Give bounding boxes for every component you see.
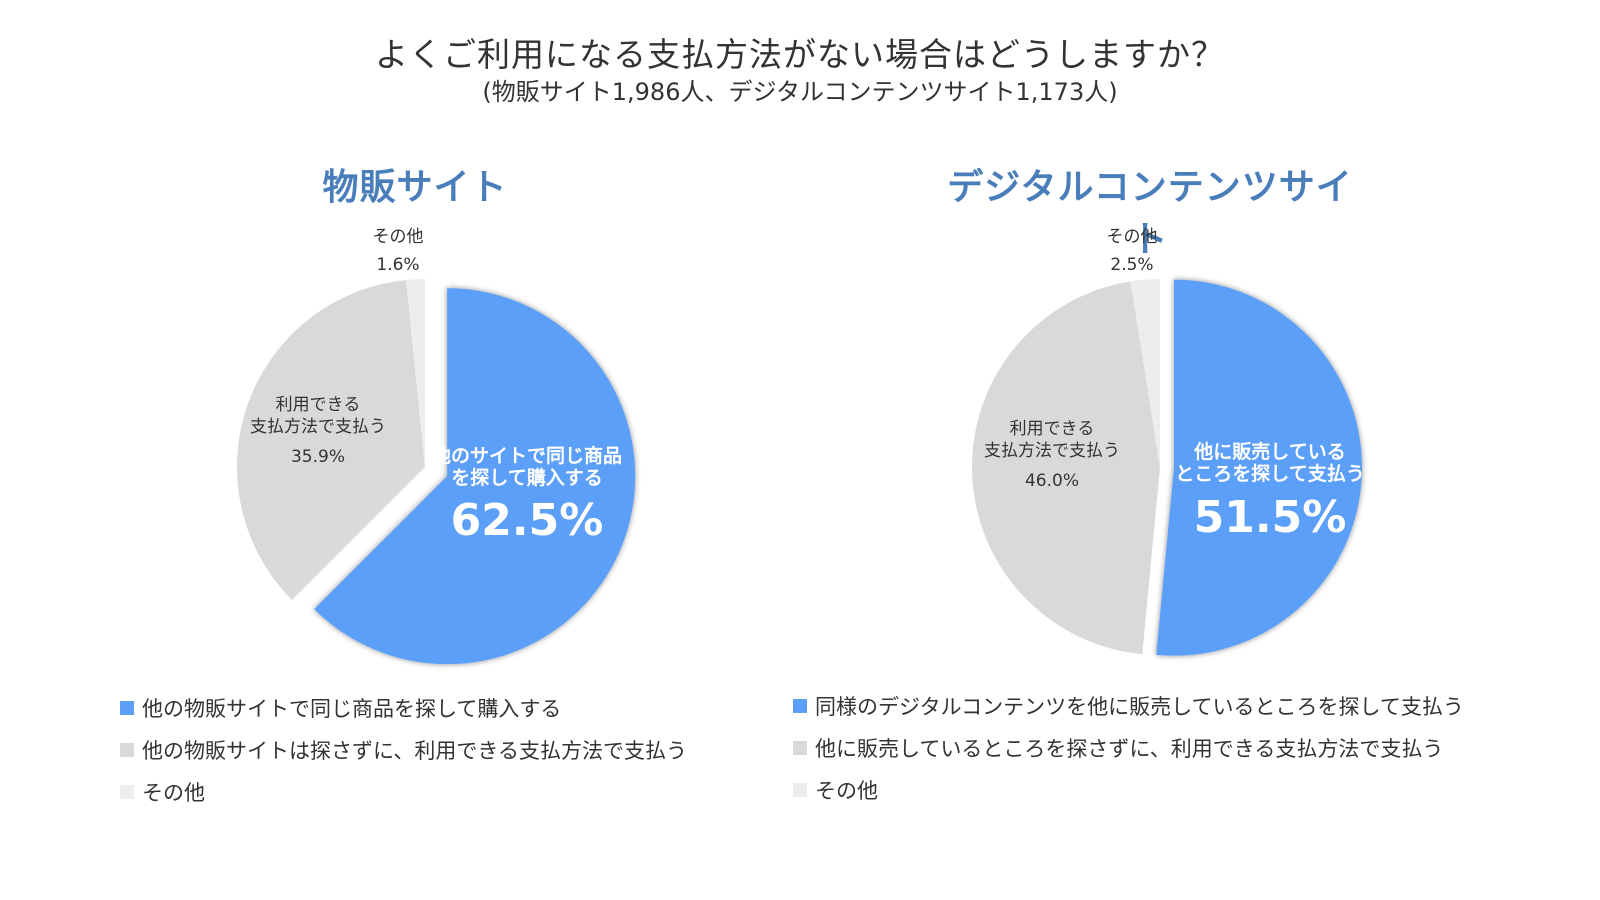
pie-label-text: その他 — [1107, 227, 1158, 247]
pie-label-1-2: その他 2.5% — [1107, 227, 1158, 275]
legend-item: 他の物販サイトで同じ商品を探して購入する — [120, 693, 561, 723]
pie-label-0-2: その他 1.6% — [373, 227, 424, 275]
pie-slice-0-2 — [406, 279, 425, 467]
legend-item: その他 — [120, 777, 205, 807]
pie-slice-1-2 — [1130, 279, 1160, 467]
pie-label-text: ところを探して支払う — [1175, 463, 1364, 485]
pie-label-text: 支払方法で支払う — [250, 417, 386, 437]
chart-subtitle: (物販サイト1,986人、デジタルコンテンツサイト1,173人) — [482, 78, 1118, 106]
pie-label-text: 利用できる — [1010, 419, 1095, 439]
pie-value-label: 46.0% — [1025, 471, 1079, 491]
pie-slice-0-1 — [237, 279, 425, 600]
legend-label: 他に販売しているところを探さずに、利用できる支払方法で支払う — [815, 737, 1444, 761]
legend-swatch — [793, 699, 807, 713]
legend-label: 他の物販サイトは探さずに、利用できる支払方法で支払う — [142, 739, 687, 763]
pie-chart-digital: 他に販売しているところを探して支払う 51.5% 利用できる支払方法で支払う 46.0… — [972, 227, 1365, 656]
pie-value-label: 2.5% — [1110, 255, 1153, 275]
pie-value-label: 62.5% — [451, 495, 604, 546]
chart-title: よくご利用になる支払方法がない場合はどうしますか？ — [375, 35, 1225, 74]
pie-value-label: 1.6% — [376, 255, 419, 275]
pie-label-text: 利用できる — [276, 395, 361, 415]
legend-swatch — [793, 783, 807, 797]
pie-slice-1-0 — [1156, 279, 1362, 656]
pie-title-retail: 物販サイト — [322, 167, 508, 208]
pie-label-text: その他 — [373, 227, 424, 247]
legend-swatch — [120, 743, 134, 757]
legend-item: 同様のデジタルコンテンツを他に販売しているところを探して支払う — [793, 691, 1464, 721]
legend-swatch — [120, 785, 134, 799]
pie-label-text: を探して購入する — [451, 466, 602, 489]
legend-item: 他の物販サイトは探さずに、利用できる支払方法で支払う — [120, 735, 687, 765]
legend-label: その他 — [142, 781, 205, 805]
pie-label-text: 支払方法で支払う — [984, 441, 1120, 461]
legend-item: その他 — [793, 775, 878, 805]
legend-item: 他に販売しているところを探さずに、利用できる支払方法で支払う — [793, 733, 1443, 763]
legend-label: 同様のデジタルコンテンツを他に販売しているところを探して支払う — [815, 695, 1464, 719]
pie-slice-1-1 — [972, 281, 1160, 655]
legend-swatch — [120, 701, 134, 715]
pie-value-label: 35.9% — [291, 447, 345, 467]
pie-label-1-0: 他に販売しているところを探して支払う 51.5% — [1175, 440, 1364, 543]
legend-label: その他 — [815, 779, 878, 803]
pie-label-text: 他のサイトで同じ商品 — [431, 444, 622, 467]
legend-label: 他の物販サイトで同じ商品を探して購入する — [142, 697, 562, 721]
pie-slice-0-0 — [314, 288, 636, 665]
pie-label-text: 他に販売している — [1193, 440, 1345, 463]
legend-swatch — [793, 741, 807, 755]
pie-value-label: 51.5% — [1194, 492, 1347, 543]
pie-label-1-1: 利用できる支払方法で支払う 46.0% — [984, 419, 1120, 491]
pie-label-0-1: 利用できる支払方法で支払う 35.9% — [250, 395, 386, 467]
pie-title-digital: デジタルコンテンツサイト — [947, 167, 1353, 260]
